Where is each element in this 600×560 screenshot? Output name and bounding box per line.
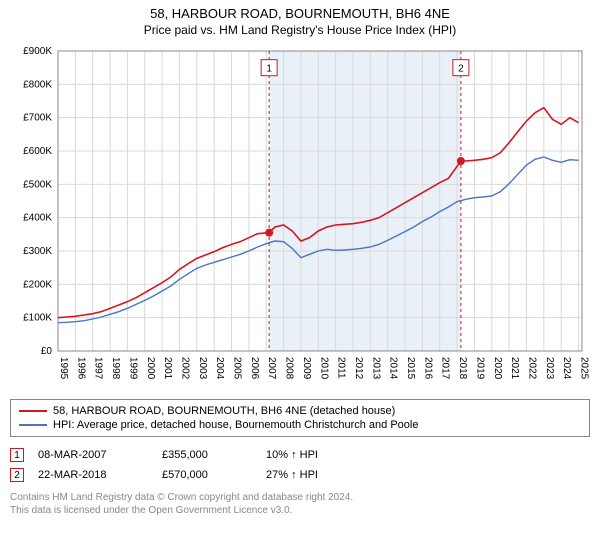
legend-label: HPI: Average price, detached house, Bour… bbox=[53, 419, 418, 431]
footer-line-1: Contains HM Land Registry data © Crown c… bbox=[10, 491, 590, 504]
svg-text:1996: 1996 bbox=[75, 357, 86, 380]
table-row: 2 22-MAR-2018 £570,000 27% ↑ HPI bbox=[10, 465, 590, 485]
svg-text:£800K: £800K bbox=[23, 79, 52, 90]
svg-text:2019: 2019 bbox=[474, 357, 485, 380]
svg-text:2000: 2000 bbox=[145, 357, 156, 380]
svg-text:2016: 2016 bbox=[422, 357, 433, 380]
svg-text:2020: 2020 bbox=[492, 357, 503, 380]
svg-text:2021: 2021 bbox=[509, 357, 520, 380]
svg-text:£400K: £400K bbox=[23, 213, 52, 224]
svg-text:£300K: £300K bbox=[23, 246, 52, 257]
svg-text:2022: 2022 bbox=[526, 357, 537, 380]
svg-text:2005: 2005 bbox=[232, 357, 243, 380]
chart-area: £0 £100K £200K £300K £400K £500K £600K £700K £80… bbox=[10, 43, 590, 393]
legend-item: HPI: Average price, detached house, Bour… bbox=[19, 418, 581, 432]
svg-text:£200K: £200K bbox=[23, 279, 52, 290]
svg-text:£0: £0 bbox=[41, 346, 53, 357]
legend: 58, HARBOUR ROAD, BOURNEMOUTH, BH6 4NE (… bbox=[10, 399, 590, 437]
svg-text:£900K: £900K bbox=[23, 46, 52, 57]
svg-text:2003: 2003 bbox=[197, 357, 208, 380]
legend-swatch bbox=[19, 410, 47, 412]
sale-price: £355,000 bbox=[162, 449, 252, 461]
svg-text:2006: 2006 bbox=[249, 357, 260, 380]
svg-text:1999: 1999 bbox=[127, 357, 138, 380]
svg-text:£600K: £600K bbox=[23, 146, 52, 157]
svg-text:2014: 2014 bbox=[388, 357, 399, 380]
table-row: 1 08-MAR-2007 £355,000 10% ↑ HPI bbox=[10, 445, 590, 465]
svg-text:2025: 2025 bbox=[579, 357, 590, 380]
svg-text:2004: 2004 bbox=[214, 357, 225, 380]
svg-text:2010: 2010 bbox=[318, 357, 329, 380]
sale-pct: 10% ↑ HPI bbox=[266, 449, 366, 461]
sale-date: 22-MAR-2018 bbox=[38, 469, 148, 481]
svg-text:1: 1 bbox=[266, 64, 272, 75]
legend-swatch bbox=[19, 424, 47, 426]
svg-text:1997: 1997 bbox=[93, 357, 104, 380]
svg-text:2008: 2008 bbox=[284, 357, 295, 380]
sale-marker-icon: 1 bbox=[10, 448, 24, 462]
line-chart-svg: £0 £100K £200K £300K £400K £500K £600K £700K £80… bbox=[10, 43, 590, 393]
chart-subtitle: Price paid vs. HM Land Registry's House … bbox=[10, 23, 590, 37]
svg-text:2013: 2013 bbox=[370, 357, 381, 380]
footer: Contains HM Land Registry data © Crown c… bbox=[10, 491, 590, 517]
svg-text:2018: 2018 bbox=[457, 357, 468, 380]
legend-item: 58, HARBOUR ROAD, BOURNEMOUTH, BH6 4NE (… bbox=[19, 404, 581, 418]
svg-text:2017: 2017 bbox=[440, 357, 451, 380]
sale-price: £570,000 bbox=[162, 469, 252, 481]
svg-text:£100K: £100K bbox=[23, 313, 52, 324]
svg-text:2: 2 bbox=[458, 64, 464, 75]
svg-text:1995: 1995 bbox=[58, 357, 69, 380]
sale-pct: 27% ↑ HPI bbox=[266, 469, 366, 481]
footer-line-2: This data is licensed under the Open Gov… bbox=[10, 504, 590, 517]
svg-text:2015: 2015 bbox=[405, 357, 416, 380]
svg-text:2001: 2001 bbox=[162, 357, 173, 380]
svg-text:2009: 2009 bbox=[301, 357, 312, 380]
legend-label: 58, HARBOUR ROAD, BOURNEMOUTH, BH6 4NE (… bbox=[53, 405, 395, 417]
svg-text:1998: 1998 bbox=[110, 357, 121, 380]
svg-text:2023: 2023 bbox=[544, 357, 555, 380]
svg-text:2002: 2002 bbox=[179, 357, 190, 380]
svg-text:2012: 2012 bbox=[353, 357, 364, 380]
svg-text:2011: 2011 bbox=[336, 357, 347, 379]
chart-container: 58, HARBOUR ROAD, BOURNEMOUTH, BH6 4NE P… bbox=[0, 0, 600, 521]
sale-marker-icon: 2 bbox=[10, 468, 24, 482]
svg-text:2007: 2007 bbox=[266, 357, 277, 380]
svg-text:2024: 2024 bbox=[561, 357, 572, 380]
sale-date: 08-MAR-2007 bbox=[38, 449, 148, 461]
svg-text:£500K: £500K bbox=[23, 179, 52, 190]
chart-title: 58, HARBOUR ROAD, BOURNEMOUTH, BH6 4NE bbox=[10, 6, 590, 21]
sales-table: 1 08-MAR-2007 £355,000 10% ↑ HPI 2 22-MAR-201… bbox=[10, 445, 590, 485]
svg-text:£700K: £700K bbox=[23, 113, 52, 124]
